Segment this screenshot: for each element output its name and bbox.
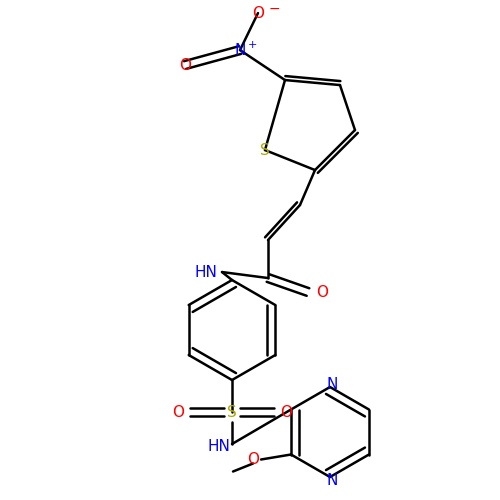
- Text: N: N: [234, 42, 246, 58]
- Text: S: S: [260, 142, 270, 158]
- Text: O: O: [172, 404, 184, 419]
- Text: HN: HN: [207, 438, 230, 454]
- Text: HN: HN: [194, 264, 217, 280]
- Text: −: −: [268, 2, 280, 16]
- Text: O: O: [316, 284, 328, 300]
- Text: O: O: [252, 6, 264, 20]
- Text: O: O: [247, 452, 259, 467]
- Text: O: O: [280, 404, 292, 419]
- Text: S: S: [227, 404, 237, 419]
- Text: N: N: [326, 376, 338, 392]
- Text: +: +: [248, 40, 256, 50]
- Text: N: N: [326, 472, 338, 488]
- Text: O: O: [179, 58, 191, 72]
